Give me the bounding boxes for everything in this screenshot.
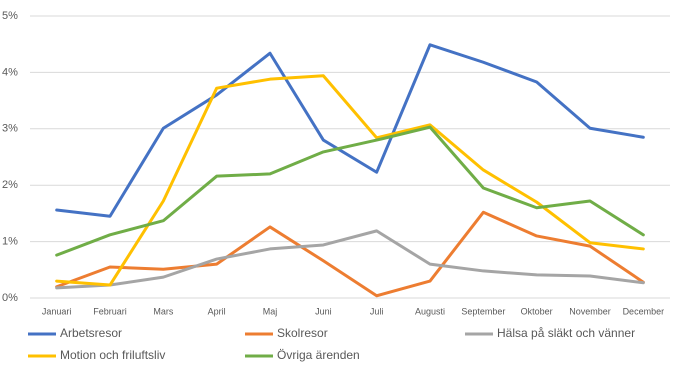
x-tick-label: November — [569, 306, 611, 316]
y-tick-label: 5% — [2, 10, 18, 22]
x-tick-label: April — [208, 306, 226, 316]
y-tick-label: 3% — [2, 123, 18, 135]
x-tick-label: Mars — [153, 306, 173, 316]
series-line — [55, 125, 645, 257]
x-tick-label: Januari — [42, 306, 72, 316]
series-line — [55, 229, 645, 290]
x-tick-label: Oktober — [521, 306, 553, 316]
y-tick-label: 2% — [2, 179, 18, 191]
series-line — [55, 210, 645, 298]
x-tick-label: Juli — [370, 306, 384, 316]
x-tick-label: December — [623, 306, 665, 316]
x-tick-label: Juni — [315, 306, 332, 316]
legend-label: Övriga ärenden — [277, 348, 360, 362]
x-tick-label: Februari — [93, 306, 127, 316]
x-tick-label: Augusti — [415, 306, 445, 316]
x-tick-label: Maj — [263, 306, 278, 316]
y-tick-label: 1% — [2, 236, 18, 248]
y-tick-label: 4% — [2, 66, 18, 78]
series-line — [55, 43, 645, 218]
x-tick-label: September — [461, 306, 505, 316]
legend-label: Motion och friluftsliv — [60, 348, 165, 362]
series-line — [55, 74, 645, 287]
legend-label: Skolresor — [277, 326, 328, 340]
y-tick-label: 0% — [2, 292, 18, 304]
legend-label: Hälsa på släkt och vänner — [497, 326, 635, 340]
legend-label: Arbetsresor — [60, 326, 122, 340]
